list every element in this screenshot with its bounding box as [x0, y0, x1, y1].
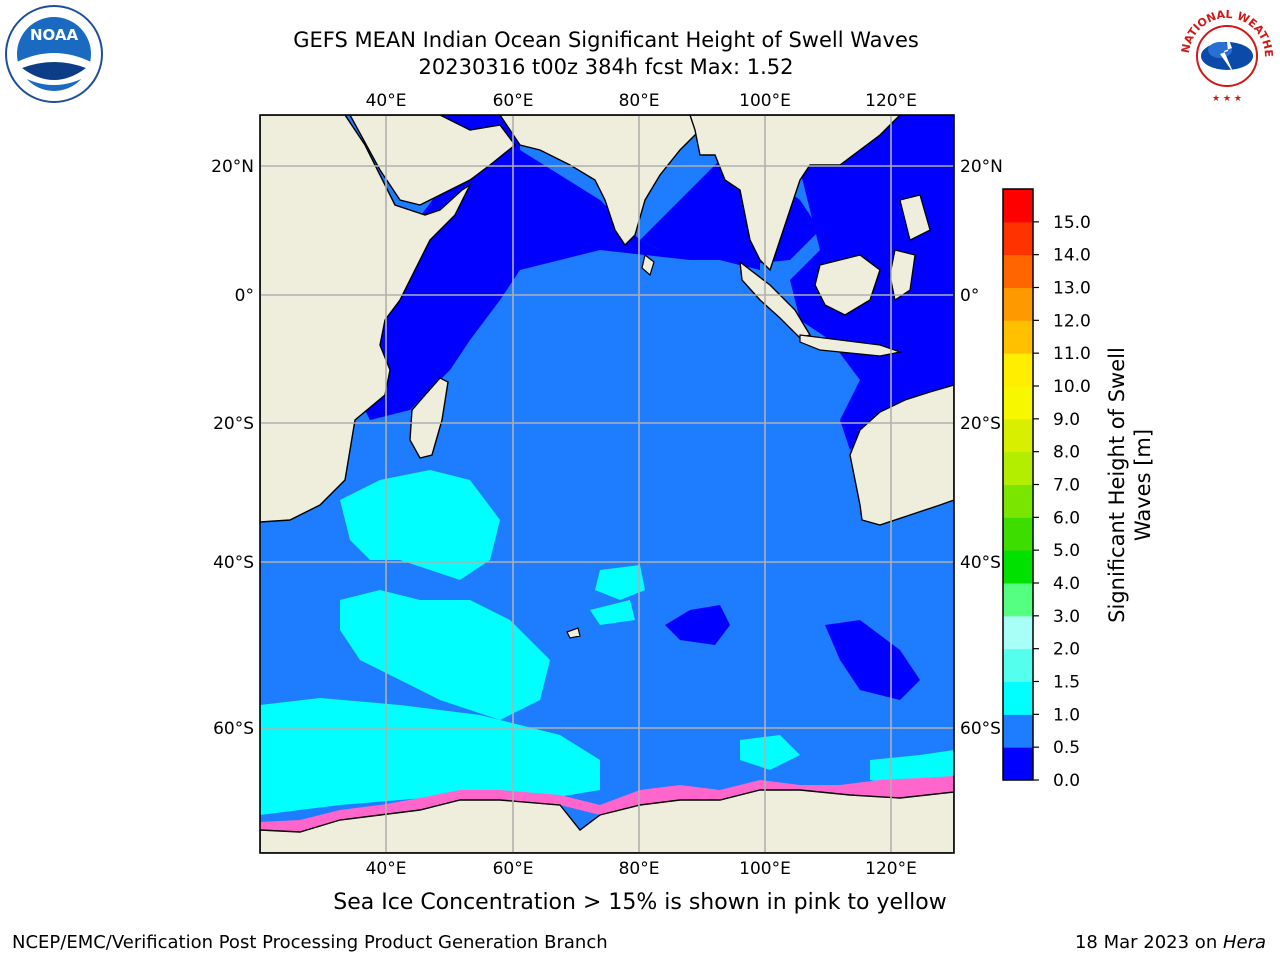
colorbar-tick-label: 0.5	[1053, 738, 1080, 758]
svg-text:★ ★ ★: ★ ★ ★	[1212, 94, 1242, 104]
colorbar-tick-label: 12.0	[1053, 311, 1091, 331]
lat-label-left: 20°S	[213, 414, 254, 434]
lat-label-left: 60°S	[213, 719, 254, 739]
colorbar-tick-label: 11.0	[1053, 344, 1091, 364]
land-australia	[849, 384, 954, 526]
colorbar-label: Significant Height of Swell Waves [m]	[1105, 347, 1155, 623]
colorbar-tick-label: 6.0	[1053, 508, 1080, 528]
colorbar-frame	[1002, 188, 1034, 781]
lat-label-right: 20°S	[960, 414, 1001, 434]
colorbar-tick-label: 15.0	[1053, 213, 1091, 233]
lat-label-right: 20°N	[960, 157, 1003, 177]
colorbar-segment	[1003, 353, 1033, 387]
land-kerguelen	[566, 627, 581, 639]
colorbar-tick-label: 8.0	[1053, 443, 1080, 463]
colorbar-tick-label: 10.0	[1053, 377, 1091, 397]
swell-band-1-1.5-patch-4	[590, 600, 635, 625]
colorbar-tick-label: 1.0	[1053, 705, 1080, 725]
swell-band-1-1.5-patch-5	[740, 735, 800, 770]
colorbar-ticks: 0.0 0.5 1.0 1.5 2.0 3.0 4.0 5.0 6.0 7.0 8.0 9.0 10.0…	[1033, 213, 1091, 791]
lon-label-bottom: 100°E	[739, 859, 791, 879]
colorbar-segment	[1003, 254, 1033, 288]
swell-band-0-0.5-patch-2	[825, 620, 920, 700]
lat-label-left: 20°N	[211, 157, 254, 177]
swell-band-0-0.5-patch-1	[665, 605, 730, 645]
nws-logo: NATIONAL WEATHER SERVICE ★ ★ ★	[1176, 4, 1275, 104]
colorbar-tick-label: 7.0	[1053, 476, 1080, 496]
colorbar-segment	[1003, 550, 1033, 584]
lat-label-right: 60°S	[960, 719, 1001, 739]
lat-label-left: 40°S	[213, 553, 254, 573]
lon-label-top: 80°E	[619, 91, 660, 111]
credit-date: 18 Mar 2023 on Hera	[1075, 932, 1266, 953]
colorbar-segment	[1003, 320, 1033, 354]
gridlines	[260, 115, 954, 853]
colorbar-tick-label: 4.0	[1053, 574, 1080, 594]
lat-label-left: 0°	[235, 286, 254, 306]
colorbar-segment	[1003, 648, 1033, 682]
colorbar-segment	[1003, 583, 1033, 617]
lon-label-bottom: 60°E	[493, 859, 534, 879]
swell-band-1-1.5-patch-3	[595, 565, 645, 600]
lon-label-bottom: 120°E	[865, 859, 917, 879]
svg-text:NOAA: NOAA	[30, 26, 79, 44]
colorbar-tick-label: 1.5	[1053, 673, 1080, 693]
colorbar-segment	[1003, 386, 1033, 420]
map-subtitle: 20230316 t00z 384h fcst Max: 1.52	[418, 55, 794, 79]
colorbar-tick-label: 0.0	[1053, 771, 1080, 791]
colorbar-tick-label: 14.0	[1053, 246, 1091, 266]
colorbar-segment	[1003, 517, 1033, 551]
noaa-logo: NOAA	[5, 5, 103, 103]
land-philippines	[899, 194, 931, 241]
land-madagascar	[409, 377, 449, 459]
credit-organization: NCEP/EMC/Verification Post Processing Pr…	[12, 932, 608, 953]
colorbar-segment	[1003, 287, 1033, 321]
colorbar-tick-label: 2.0	[1053, 640, 1080, 660]
credit-machine: Hera	[1222, 932, 1266, 953]
lon-label-top: 120°E	[865, 91, 917, 111]
credit-date-text: 18 Mar 2023 on	[1074, 932, 1223, 953]
lon-label-bottom: 40°E	[366, 859, 407, 879]
lat-label-right: 0°	[960, 286, 979, 306]
land-antarctica	[260, 789, 954, 853]
colorbar-segment	[1003, 221, 1033, 256]
sea-ice-footnote: Sea Ice Concentration > 15% is shown in …	[333, 890, 947, 915]
land-india	[499, 115, 701, 247]
land-java	[799, 334, 903, 357]
colorbar-segment	[1003, 615, 1033, 650]
colorbar-tick-label: 9.0	[1053, 410, 1080, 430]
land-arabia	[349, 115, 516, 206]
lon-label-bottom: 80°E	[619, 859, 660, 879]
colorbar-segments	[1003, 189, 1033, 781]
colorbar-segment	[1003, 484, 1033, 518]
colorbar-tick-label: 3.0	[1053, 607, 1080, 627]
colorbar-segment	[1003, 747, 1033, 781]
land-africa	[260, 115, 472, 523]
colorbar-segment	[1003, 189, 1033, 223]
colorbar-segment	[1003, 714, 1033, 748]
lon-label-top: 60°E	[493, 91, 534, 111]
lon-label-top: 100°E	[739, 91, 791, 111]
colorbar-segment	[1003, 418, 1033, 453]
map-frame	[259, 114, 955, 854]
map-plot-area	[260, 115, 954, 853]
swell-band-1-1.5-patch-1	[340, 470, 500, 580]
land-southeast-asia	[689, 115, 901, 272]
colorbar-segment	[1003, 681, 1033, 715]
map-title: GEFS MEAN Indian Ocean Significant Heigh…	[293, 28, 919, 52]
colorbar-tick-label: 13.0	[1053, 279, 1091, 299]
lon-label-top: 40°E	[366, 91, 407, 111]
lat-label-right: 40°S	[960, 553, 1001, 573]
colorbar-segment	[1003, 451, 1033, 485]
land-sri-lanka	[641, 253, 655, 277]
colorbar-tick-label: 5.0	[1053, 541, 1080, 561]
swell-band-1-1.5-patch-2	[340, 590, 550, 720]
land-borneo	[814, 254, 881, 316]
